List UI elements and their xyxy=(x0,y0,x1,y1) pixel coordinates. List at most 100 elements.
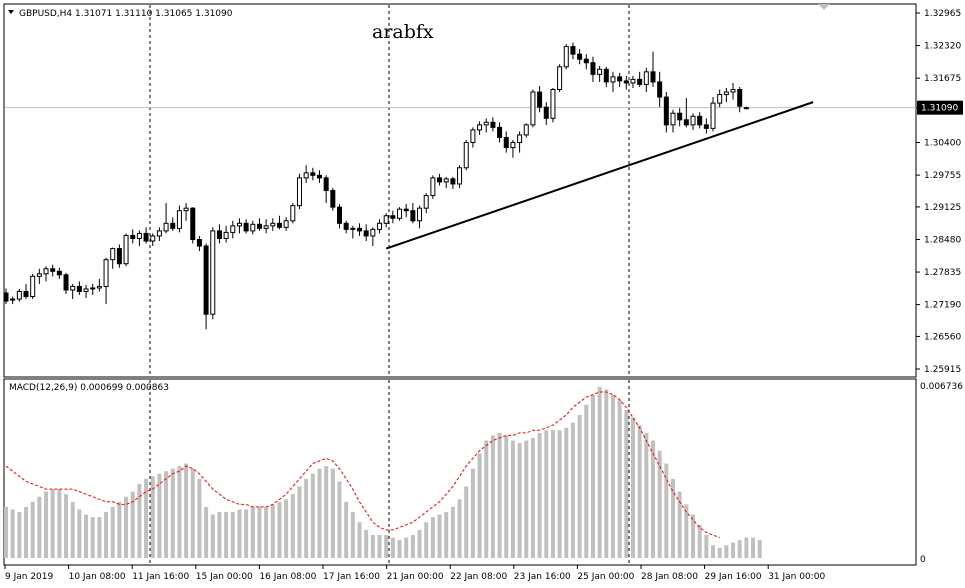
candle-down xyxy=(337,206,342,224)
candle xyxy=(410,203,416,224)
histogram-bar xyxy=(524,440,529,558)
histogram-bar xyxy=(484,440,489,558)
dropdown-triangle-icon[interactable] xyxy=(8,10,14,14)
trendline[interactable] xyxy=(385,101,814,250)
histogram-bar xyxy=(691,514,696,558)
histogram-bar xyxy=(310,473,315,558)
candle-down xyxy=(196,238,202,247)
histogram-bar xyxy=(424,522,429,558)
candle-down xyxy=(657,81,663,98)
candle xyxy=(503,131,509,153)
histogram-bar xyxy=(470,468,475,558)
histogram-bar xyxy=(757,540,762,558)
candle xyxy=(36,268,42,284)
candle xyxy=(343,220,349,234)
histogram-bar xyxy=(77,509,82,558)
histogram-bar xyxy=(564,427,569,558)
candle-down xyxy=(737,89,743,107)
histogram-bar xyxy=(217,512,222,558)
histogram-bar xyxy=(617,399,622,558)
histogram-bar xyxy=(597,386,602,558)
macd-pane[interactable]: MACD(12,26,9) 0.000699 0.000863 0.006736… xyxy=(3,378,963,566)
time-tick-label: 23 Jan 16:00 xyxy=(514,572,571,582)
candle xyxy=(170,217,176,231)
candle xyxy=(337,204,342,229)
histogram-bar xyxy=(684,504,689,558)
candle-up xyxy=(263,225,269,229)
candle xyxy=(397,207,403,221)
candle xyxy=(583,54,589,70)
candle xyxy=(90,283,96,296)
candle-down xyxy=(590,62,596,75)
candle-down xyxy=(577,53,583,60)
histogram-bar xyxy=(657,450,662,558)
price-tick-label: 1.31675 xyxy=(924,74,961,84)
candle xyxy=(223,225,229,243)
candle xyxy=(250,220,256,235)
price-pane[interactable]: 1.32965 1.32320 1.31675 1.30400 1.29755 1.291… xyxy=(3,3,963,378)
candle-down xyxy=(310,172,316,176)
candle xyxy=(610,71,616,93)
macd-histogram xyxy=(4,386,762,558)
candle-up xyxy=(723,91,729,96)
candle-down xyxy=(697,115,703,126)
histogram-bar xyxy=(671,478,675,558)
histogram-bar xyxy=(744,537,749,558)
candle xyxy=(477,121,483,135)
candle-up xyxy=(250,223,256,232)
candle xyxy=(643,67,649,93)
histogram-bar xyxy=(164,471,169,558)
histogram-bar xyxy=(177,466,182,558)
candle xyxy=(443,176,449,188)
histogram-bar xyxy=(677,491,682,558)
candle-down xyxy=(63,274,69,291)
histogram-bar xyxy=(124,496,129,558)
candle-down xyxy=(343,222,349,230)
histogram-bar xyxy=(711,545,716,558)
candle-up xyxy=(417,207,423,222)
candle xyxy=(256,218,262,231)
histogram-bar xyxy=(437,514,442,558)
candle xyxy=(30,273,36,300)
candle-up xyxy=(283,220,289,228)
histogram-bar xyxy=(637,425,642,558)
histogram-bar xyxy=(30,501,35,558)
candle-up xyxy=(136,232,142,239)
price-pane-frame xyxy=(3,3,917,378)
candle xyxy=(330,187,336,211)
candle-up xyxy=(517,134,523,144)
candle xyxy=(150,233,156,247)
candle-up xyxy=(423,195,429,209)
candle-up xyxy=(670,112,676,126)
candle-down xyxy=(677,112,683,121)
candle xyxy=(737,86,743,113)
candle-down xyxy=(617,76,623,82)
candle xyxy=(483,118,489,133)
candle-up xyxy=(163,222,169,232)
histogram-bar xyxy=(350,512,355,558)
candle xyxy=(263,219,269,234)
candle-up xyxy=(156,230,162,237)
shift-marker-icon[interactable] xyxy=(818,4,830,10)
histogram-bar xyxy=(751,537,756,558)
candle-down xyxy=(316,174,322,179)
candle-up xyxy=(270,222,276,227)
candle-up xyxy=(236,222,242,227)
candle xyxy=(437,173,443,186)
histogram-bar xyxy=(357,522,362,558)
candle-up xyxy=(730,89,736,93)
histogram-bar xyxy=(490,435,495,558)
time-tick-label: 10 Jan 08:00 xyxy=(69,572,126,582)
candle-up xyxy=(103,259,109,287)
histogram-bar xyxy=(197,478,202,558)
histogram-bar xyxy=(397,540,402,558)
candle xyxy=(463,139,469,171)
histogram-bar xyxy=(84,514,89,558)
histogram-bar xyxy=(144,478,149,558)
candle-up xyxy=(710,102,716,129)
time-tick-label: 28 Jan 08:00 xyxy=(641,572,698,582)
histogram-bar xyxy=(204,506,209,558)
candle-down xyxy=(410,210,416,222)
candle xyxy=(63,272,69,295)
